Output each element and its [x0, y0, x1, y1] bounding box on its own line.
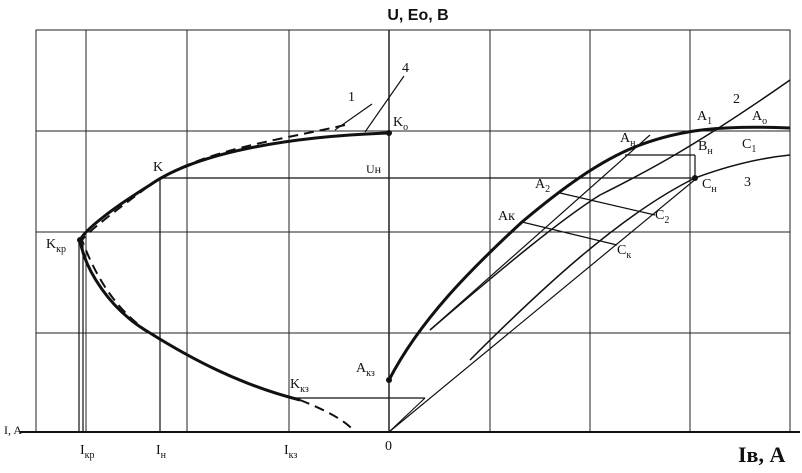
point-label: 2 [733, 92, 740, 107]
grid [20, 29, 800, 433]
x-tick-labels: Iкр Iн Iкз 0 [80, 439, 392, 461]
point-label: Kкз [290, 377, 309, 395]
point-label: Ao [752, 109, 767, 127]
point-label: C1 [742, 137, 756, 155]
point-label: 3 [744, 175, 751, 190]
point-label: A1 [697, 109, 712, 127]
point-label: K [153, 160, 163, 175]
point-label: Cн [702, 177, 717, 195]
point-label: 1 [348, 90, 355, 105]
curves [77, 75, 791, 433]
point-labels: 1 4 Ko K Uн Kкр Kкз Aкз A1 2 Ao Aн Bн C1… [46, 61, 767, 395]
point-label: Aкз [356, 361, 375, 379]
x-tick-label: Iкз [284, 443, 297, 461]
point-label: Uн [366, 162, 382, 176]
point-label: Kкр [46, 237, 66, 255]
x-axis-label: Iв, A [738, 442, 785, 467]
x-tick-label: Iн [156, 443, 167, 461]
x-tick-label: 0 [385, 439, 392, 454]
point-label: C2 [655, 208, 669, 226]
point-label: A2 [535, 177, 550, 195]
point-label: Cк [617, 243, 631, 261]
point-label: Aк [498, 209, 515, 224]
y-axis-label: U, Eo, B [387, 7, 448, 24]
x-tick-label: Iкр [80, 443, 95, 461]
point-label: Bн [698, 139, 713, 157]
y-unit-label: I, A [4, 423, 22, 437]
point-label: 4 [402, 61, 409, 76]
point-label: Aн [620, 131, 636, 149]
point-label: Ko [393, 115, 408, 133]
